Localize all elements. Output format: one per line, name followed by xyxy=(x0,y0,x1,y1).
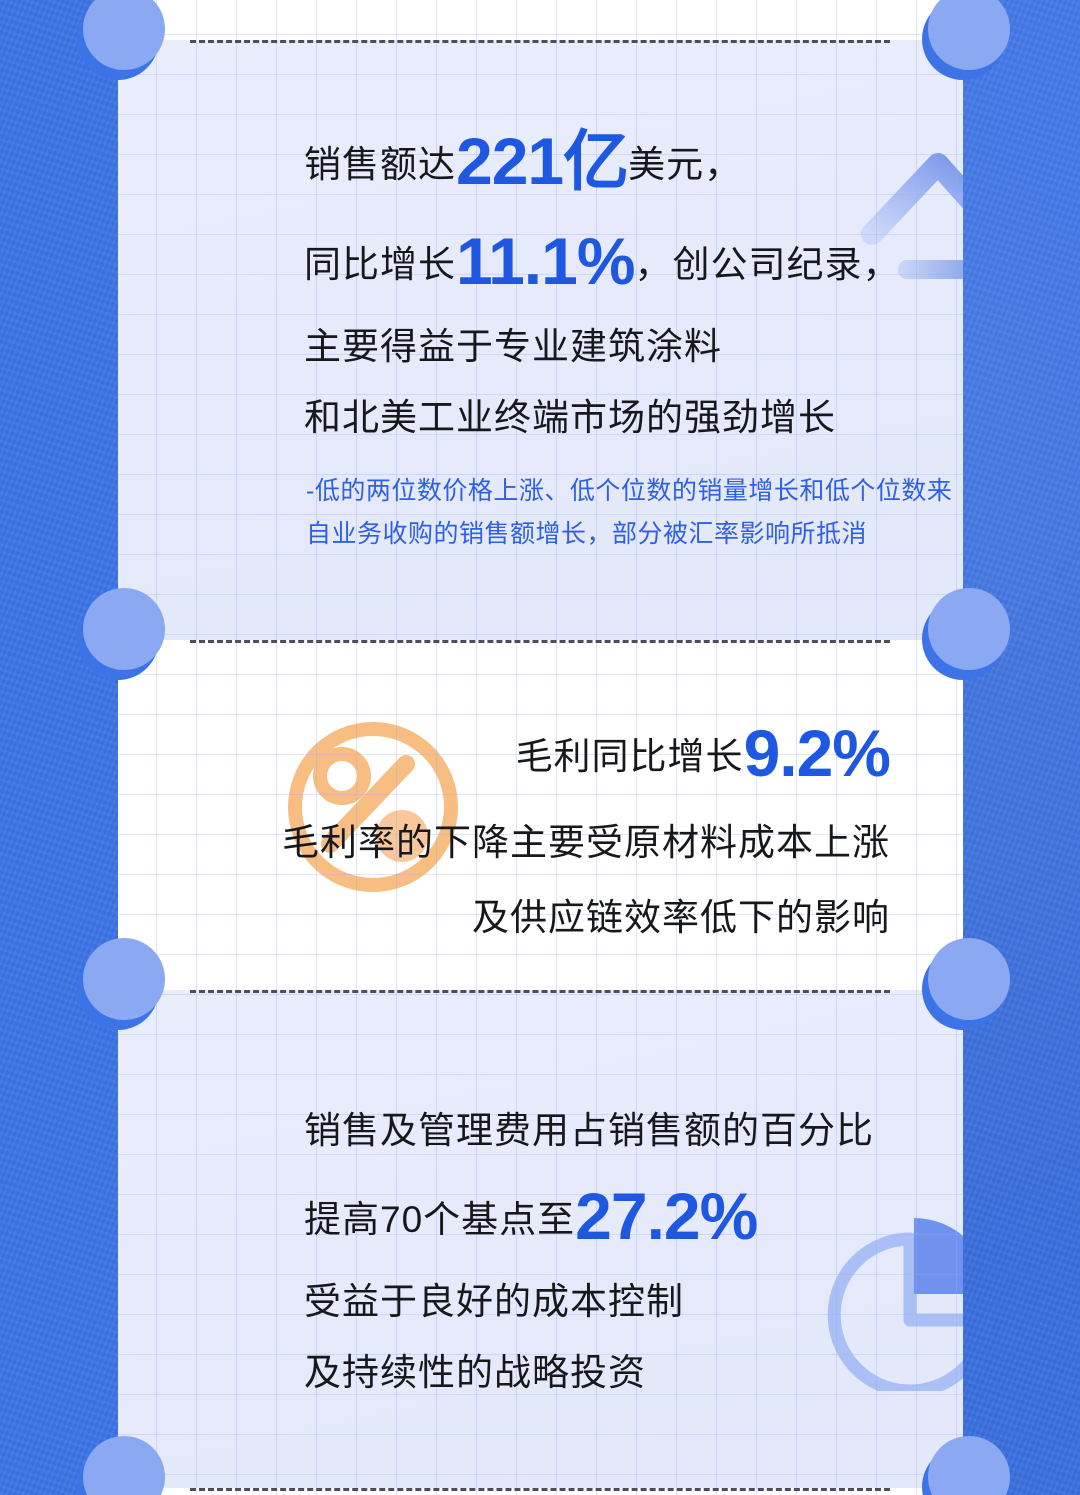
sga-line-3: 受益于良好的成本控制 xyxy=(304,1281,684,1322)
sales-line-4: 和北美工业终端市场的强劲增长 xyxy=(304,397,836,438)
margin-text-block: 毛利同比增长9.2% 毛利率的下降主要受原材料成本上涨 及供应链效率低下的影响 xyxy=(282,720,891,974)
divider-bottom xyxy=(190,1488,890,1491)
sga-line-1: 销售及管理费用占销售额的百分比 xyxy=(304,1110,874,1151)
sales-line-3: 主要得益于专业建筑涂料 xyxy=(304,326,722,367)
sales-note-line-2: 自业务收购的销售额增长，部分被汇率影响所抵消 xyxy=(306,520,868,548)
card-sga xyxy=(118,990,963,1488)
notch-left-bottom xyxy=(77,1436,165,1495)
divider-top xyxy=(190,40,890,43)
margin-line-1: 毛利同比增长9.2% xyxy=(282,720,891,786)
margin-line-3: 及供应链效率低下的影响 xyxy=(472,897,890,938)
sales-line-2: 同比增长11.1%，创公司纪录， xyxy=(304,228,901,294)
sales-line-2-pre: 同比增长 xyxy=(304,244,456,285)
sales-line-2-post: ，创公司纪录， xyxy=(634,244,901,285)
sales-note-block: -低的两位数价格上涨、低个位数的销量增长和低个位数来 自业务收购的销售额增长，部… xyxy=(306,470,952,556)
notch-right-lower-mid xyxy=(922,938,1010,1030)
notch-left-lower-mid xyxy=(77,938,165,1030)
sales-figure-growth: 11.1% xyxy=(456,224,635,298)
ticket-strip: 销售额达221亿美元， 同比增长11.1%，创公司纪录， 主要得益于专业建筑涂料… xyxy=(118,0,963,1495)
sales-note-line-1: -低的两位数价格上涨、低个位数的销量增长和低个位数来 xyxy=(306,477,953,505)
sales-line-1-post: 美元， xyxy=(628,144,743,185)
card-sales xyxy=(118,40,963,640)
sga-text-block: 销售及管理费用占销售额的百分比 提高70个基点至27.2% 受益于良好的成本控制… xyxy=(304,1112,874,1425)
sales-line-1-pre: 销售额达 xyxy=(304,144,456,185)
sga-line-4: 及持续性的战略投资 xyxy=(304,1352,646,1393)
notch-left-upper-mid xyxy=(77,588,165,680)
notch-left-top xyxy=(77,0,165,80)
notch-right-top xyxy=(922,0,1010,80)
margin-line-2: 毛利率的下降主要受原材料成本上涨 xyxy=(282,822,890,863)
margin-line-1-pre: 毛利同比增长 xyxy=(515,736,744,777)
notch-right-bottom xyxy=(922,1436,1010,1495)
sales-figure-revenue: 221亿 xyxy=(456,124,629,198)
sga-line-2-pre: 提高70个基点至 xyxy=(304,1199,576,1240)
sga-figure-ratio: 27.2% xyxy=(575,1179,758,1253)
divider-margin-sga xyxy=(190,990,890,993)
notch-right-upper-mid xyxy=(922,588,1010,680)
sales-line-1: 销售额达221亿美元， xyxy=(304,128,901,194)
sga-line-2: 提高70个基点至27.2% xyxy=(304,1183,874,1249)
sales-text-block: 销售额达221亿美元， 同比增长11.1%，创公司纪录， 主要得益于专业建筑涂料… xyxy=(304,128,901,470)
card-margin xyxy=(118,640,963,990)
divider-sales-margin xyxy=(190,640,890,643)
margin-figure-growth: 9.2% xyxy=(743,716,891,790)
